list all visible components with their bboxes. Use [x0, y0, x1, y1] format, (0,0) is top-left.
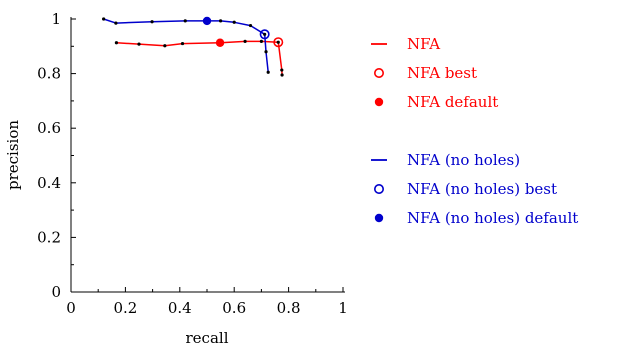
data-point-nfa-no-holes	[232, 20, 236, 24]
data-point-nfa	[276, 40, 280, 44]
data-point-nfa	[243, 39, 247, 43]
data-point-nfa-no-holes	[266, 70, 270, 74]
legend-label-default-nfa-no-holes: NFA (no holes) default	[407, 209, 578, 227]
legend-default-swatch-nfa-no-holes	[374, 213, 384, 223]
legend-label-nfa-no-holes: NFA (no holes)	[407, 151, 520, 169]
plot-area	[102, 16, 284, 77]
axes: 0 0.2 0.4 0.6 0.8 1 0 0.2 0.4 0.6 0.8 1	[37, 10, 348, 317]
legend-label-best-nfa-no-holes: NFA (no holes) best	[407, 180, 557, 198]
x-tick-label: 0.2	[113, 299, 137, 317]
data-point-nfa-no-holes	[263, 32, 267, 36]
x-tick-label: 0.4	[168, 299, 192, 317]
y-axis-label: precision	[4, 120, 22, 190]
default-marker-nfa	[215, 38, 225, 47]
best-marker-nfa-no-holes	[259, 29, 270, 40]
y-tick-label: 0.4	[37, 174, 61, 192]
y-tick-label: 0.8	[37, 65, 61, 83]
legend: NFA NFA best NFA default NFA (no holes) NFA …	[371, 35, 578, 227]
data-point-nfa-no-holes	[183, 19, 187, 23]
data-point-nfa-no-holes	[150, 20, 154, 24]
series-nfa	[114, 37, 284, 77]
legend-label-nfa: NFA	[407, 35, 440, 53]
series-nfa-no-holes	[102, 16, 270, 74]
data-point-nfa-no-holes	[102, 17, 106, 21]
data-point-nfa-no-holes	[219, 19, 223, 23]
x-tick-label: 0.6	[222, 299, 246, 317]
y-tick-label: 0.2	[37, 228, 61, 246]
legend-best-swatch-nfa-no-holes	[373, 184, 384, 195]
data-point-nfa	[280, 68, 284, 72]
data-point-nfa	[137, 42, 141, 46]
x-axis-label: recall	[186, 329, 229, 347]
data-point-nfa	[163, 44, 167, 48]
data-point-nfa	[259, 39, 263, 43]
data-point-nfa-no-holes	[248, 23, 253, 28]
data-point-nfa	[280, 73, 284, 77]
legend-best-swatch-nfa	[373, 68, 384, 79]
x-tick-label: 0.8	[277, 299, 301, 317]
y-tick-label: 0.6	[37, 119, 61, 137]
x-tick-label: 0	[66, 299, 76, 317]
default-marker-nfa-no-holes	[202, 16, 212, 26]
y-tick-label: 1	[51, 10, 61, 28]
data-point-nfa-no-holes	[264, 50, 268, 54]
y-tick-label: 0	[51, 283, 61, 301]
series-line-nfa	[116, 40, 283, 76]
x-tick-label: 1	[338, 299, 348, 317]
data-point-nfa-no-holes	[114, 21, 118, 25]
legend-label-best-nfa: NFA best	[407, 64, 477, 82]
legend-label-default-nfa: NFA default	[407, 93, 498, 111]
series-line-nfa-no-holes	[103, 18, 269, 73]
best-marker-nfa	[273, 37, 284, 48]
legend-default-swatch-nfa	[374, 97, 384, 107]
data-point-nfa	[114, 41, 119, 45]
data-point-nfa	[180, 41, 185, 46]
